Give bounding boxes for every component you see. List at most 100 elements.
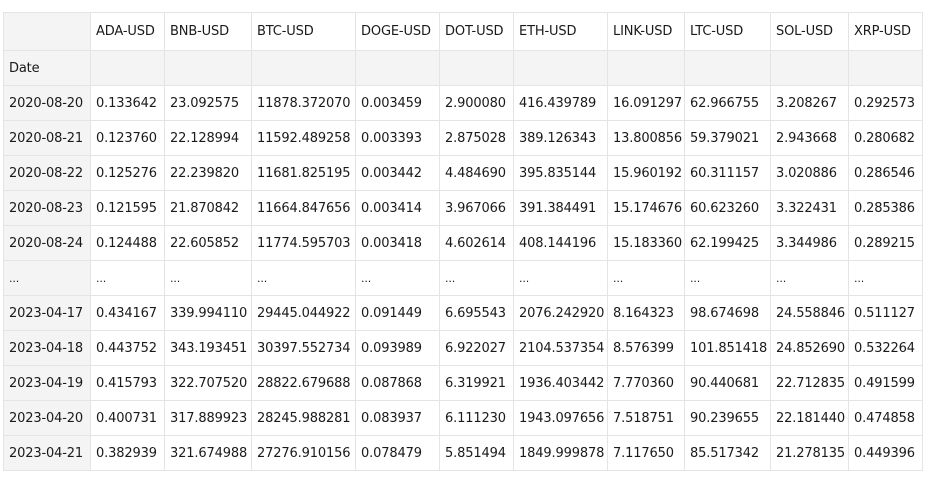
table-cell: 0.289215 bbox=[848, 225, 923, 261]
table-cell: 3.020886 bbox=[770, 155, 849, 191]
table-cell: 408.144196 bbox=[513, 225, 608, 261]
table-cell: ... bbox=[848, 260, 923, 296]
table-cell: ... bbox=[770, 260, 849, 296]
table-cell: 4.602614 bbox=[439, 225, 514, 261]
table-cell: 16.091297 bbox=[607, 85, 685, 121]
table-cell: 391.384491 bbox=[513, 190, 608, 226]
ellipsis-row: ................................. bbox=[3, 260, 923, 296]
table-cell: 11774.595703 bbox=[251, 225, 356, 261]
table-cell: 0.491599 bbox=[848, 365, 923, 401]
table-row: 2023-04-17 0.434167 339.994110 29445.044922… bbox=[3, 295, 923, 331]
blank-header-cell bbox=[90, 50, 165, 86]
row-index: 2023-04-21 bbox=[3, 435, 91, 471]
table-cell: 0.078479 bbox=[355, 435, 440, 471]
index-name-row: Date bbox=[3, 50, 923, 86]
row-index: 2020-08-24 bbox=[3, 225, 91, 261]
table-cell: 11878.372070 bbox=[251, 85, 356, 121]
table-cell: 0.091449 bbox=[355, 295, 440, 331]
table-cell: 29445.044922 bbox=[251, 295, 356, 331]
table-row: 2020-08-21 0.123760 22.128994 11592.489258 0… bbox=[3, 120, 923, 156]
table-cell: 90.239655 bbox=[684, 400, 771, 436]
blank-header-cell bbox=[513, 50, 608, 86]
table-cell: 0.003442 bbox=[355, 155, 440, 191]
table-cell: 0.286546 bbox=[848, 155, 923, 191]
table-row: 2020-08-20 0.133642 23.092575 11878.372070 0… bbox=[3, 85, 923, 121]
table-cell: 22.605852 bbox=[164, 225, 252, 261]
table-cell: 0.003459 bbox=[355, 85, 440, 121]
table-cell: 21.870842 bbox=[164, 190, 252, 226]
table-cell: 0.511127 bbox=[848, 295, 923, 331]
table-cell: 98.674698 bbox=[684, 295, 771, 331]
table-cell: 0.382939 bbox=[90, 435, 165, 471]
table-cell: 30397.552734 bbox=[251, 330, 356, 366]
column-header: BNB-USD bbox=[164, 12, 252, 51]
table-cell: 0.123760 bbox=[90, 120, 165, 156]
table-cell: 0.003414 bbox=[355, 190, 440, 226]
table-row: 2020-08-23 0.121595 21.870842 11664.847656 0… bbox=[3, 190, 923, 226]
table-cell: 0.093989 bbox=[355, 330, 440, 366]
table-cell: 389.126343 bbox=[513, 120, 608, 156]
blank-header-cell bbox=[355, 50, 440, 86]
table-cell: 22.239820 bbox=[164, 155, 252, 191]
column-header: XRP-USD bbox=[848, 12, 923, 51]
table-cell: ... bbox=[251, 260, 356, 296]
table-cell: 7.770360 bbox=[607, 365, 685, 401]
table-cell: 7.117650 bbox=[607, 435, 685, 471]
blank-header-cell bbox=[607, 50, 685, 86]
row-index: 2020-08-22 bbox=[3, 155, 91, 191]
table-cell: 0.400731 bbox=[90, 400, 165, 436]
column-header: BTC-USD bbox=[251, 12, 356, 51]
table-cell: 15.960192 bbox=[607, 155, 685, 191]
table-cell: 5.851494 bbox=[439, 435, 514, 471]
table-cell: 0.125276 bbox=[90, 155, 165, 191]
table-cell: 0.292573 bbox=[848, 85, 923, 121]
table-cell: 0.280682 bbox=[848, 120, 923, 156]
table-cell: 0.532264 bbox=[848, 330, 923, 366]
table-cell: 0.124488 bbox=[90, 225, 165, 261]
table-cell: 3.208267 bbox=[770, 85, 849, 121]
table-cell: ... bbox=[684, 260, 771, 296]
table-cell: 2.875028 bbox=[439, 120, 514, 156]
table-cell: 0.003418 bbox=[355, 225, 440, 261]
column-header: ADA-USD bbox=[90, 12, 165, 51]
table-cell: 3.344986 bbox=[770, 225, 849, 261]
blank-header-cell bbox=[251, 50, 356, 86]
table-cell: 23.092575 bbox=[164, 85, 252, 121]
table-cell: ... bbox=[513, 260, 608, 296]
table-cell: 85.517342 bbox=[684, 435, 771, 471]
table-cell: 321.674988 bbox=[164, 435, 252, 471]
table-cell: 60.311157 bbox=[684, 155, 771, 191]
table-cell: 0.121595 bbox=[90, 190, 165, 226]
table-cell: 8.164323 bbox=[607, 295, 685, 331]
dataframe-output: ADA-USD BNB-USD BTC-USD DOGE-USD DOT-USD… bbox=[3, 12, 923, 471]
table-cell: 28822.679688 bbox=[251, 365, 356, 401]
table-cell: ... bbox=[164, 260, 252, 296]
table-row: 2023-04-20 0.400731 317.889923 28245.988281… bbox=[3, 400, 923, 436]
blank-header-cell bbox=[164, 50, 252, 86]
table-cell: 0.285386 bbox=[848, 190, 923, 226]
table-row: 2023-04-19 0.415793 322.707520 28822.679688… bbox=[3, 365, 923, 401]
table-cell: 6.319921 bbox=[439, 365, 514, 401]
table-cell: 22.712835 bbox=[770, 365, 849, 401]
table-cell: 0.133642 bbox=[90, 85, 165, 121]
column-header-row: ADA-USD BNB-USD BTC-USD DOGE-USD DOT-USD… bbox=[3, 12, 923, 51]
table-cell: 101.851418 bbox=[684, 330, 771, 366]
blank-header-cell bbox=[439, 50, 514, 86]
row-index: 2020-08-20 bbox=[3, 85, 91, 121]
table-cell: 11592.489258 bbox=[251, 120, 356, 156]
corner-cell bbox=[3, 12, 91, 51]
table-cell: 2.900080 bbox=[439, 85, 514, 121]
table-cell: 395.835144 bbox=[513, 155, 608, 191]
table-cell: 0.083937 bbox=[355, 400, 440, 436]
table-cell: 62.199425 bbox=[684, 225, 771, 261]
row-index: 2020-08-23 bbox=[3, 190, 91, 226]
table-cell: 3.967066 bbox=[439, 190, 514, 226]
table-cell: 27276.910156 bbox=[251, 435, 356, 471]
blank-header-cell bbox=[770, 50, 849, 86]
row-index: 2023-04-20 bbox=[3, 400, 91, 436]
table-cell: 15.183360 bbox=[607, 225, 685, 261]
table-cell: ... bbox=[439, 260, 514, 296]
table-cell: 8.576399 bbox=[607, 330, 685, 366]
table-cell: ... bbox=[90, 260, 165, 296]
column-header: DOGE-USD bbox=[355, 12, 440, 51]
